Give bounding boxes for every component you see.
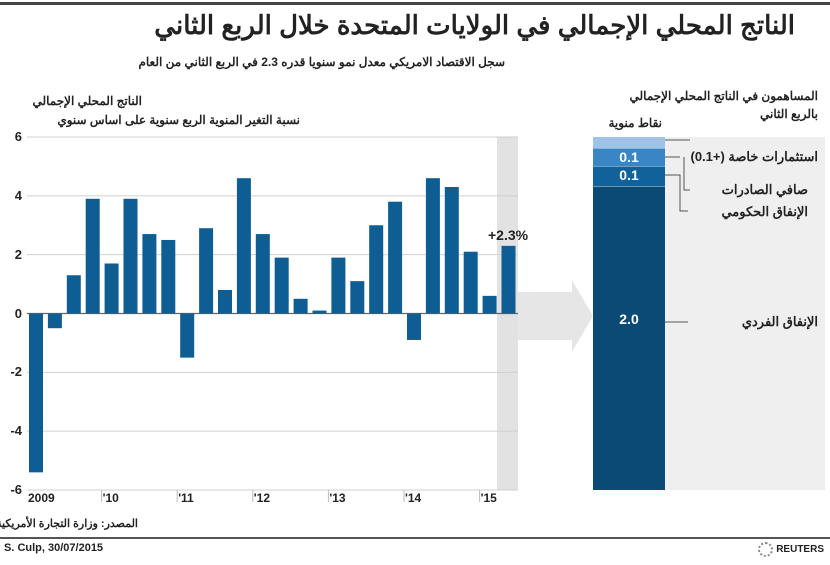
- segment-label: الإنفاق الحكومي: [721, 204, 808, 219]
- x-tick-label: '14: [405, 491, 422, 505]
- stack-segment: [593, 148, 665, 166]
- stack-segment: [593, 186, 665, 490]
- right-chart-unit: نقاط منوية: [608, 116, 662, 130]
- segment-value: 0.1: [619, 167, 639, 183]
- brand-text: REUTERS: [776, 544, 824, 556]
- arrow-icon: [518, 280, 593, 352]
- stack-segment: [593, 137, 665, 148]
- y-tick-label: 2: [14, 246, 22, 262]
- x-tick-label: '10: [102, 491, 119, 505]
- y-tick-label: 4: [14, 187, 22, 203]
- bar-2012Q4: [312, 310, 327, 314]
- bottom-rule: [0, 537, 830, 539]
- bar-2012Q2: [274, 257, 289, 314]
- source-note: المصدر: وزارة التجارة الأمريكية: [0, 518, 138, 530]
- bar-2012Q1: [255, 234, 270, 314]
- bar-2013Q3: [369, 225, 384, 314]
- reuters-logo: REUTERS: [758, 542, 824, 557]
- left-chart-subtitle: نسبة التغير المنوية الربع سنوية على اساس…: [57, 113, 300, 127]
- bar-2010Q4: [161, 239, 176, 314]
- bar-2012Q3: [293, 298, 308, 314]
- bar-2011Q1: [180, 313, 195, 358]
- last-value-annotation: +2.3%: [488, 227, 529, 243]
- y-tick-label: -2: [10, 364, 22, 380]
- left-chart-title: الناتج المحلي الإجمالي: [32, 94, 142, 108]
- y-tick-label: 0: [14, 305, 22, 321]
- bar-2010Q2: [123, 198, 138, 314]
- bar-2010Q1: [104, 263, 119, 314]
- x-tick-label: '12: [253, 491, 270, 505]
- bar-2014Q4: [463, 251, 478, 314]
- bar-2010Q3: [142, 234, 157, 314]
- y-tick-label: 6: [14, 129, 22, 144]
- x-tick-label: 2009: [28, 491, 55, 505]
- bar-2015Q2: [501, 245, 516, 314]
- x-tick-label: '13: [329, 491, 346, 505]
- top-rule: [0, 2, 830, 5]
- credit: S. Culp, 30/07/2015: [4, 542, 104, 554]
- stack-segment: [593, 166, 665, 186]
- bar-2011Q3: [218, 289, 232, 314]
- segment-label: صافي الصادرات: [721, 182, 808, 197]
- bar-2014Q1: [407, 313, 421, 340]
- bar-2014Q3: [444, 187, 459, 314]
- segment-label: الإنفاق الفردي: [741, 314, 818, 329]
- right-chart-title: المساهمون في الناتج المحلي الإجمالي: [629, 89, 819, 103]
- bar-2013Q4: [388, 201, 403, 314]
- segment-value: 0.1: [619, 149, 639, 165]
- bar-2009Q4: [85, 198, 100, 314]
- bar-2009Q3: [66, 275, 81, 314]
- page-subtitle: سجل الاقتصاد الامريكي معدل نمو سنويا قدر…: [138, 55, 505, 69]
- x-tick-label: '11: [178, 491, 194, 505]
- bar-2013Q2: [350, 281, 365, 314]
- reuters-logo-icon: [758, 542, 774, 557]
- bar-2009Q1: [29, 313, 43, 473]
- bar-2011Q4: [236, 178, 251, 314]
- leader-line: [665, 174, 688, 212]
- leader-line: [683, 157, 690, 191]
- bar-2013Q1: [331, 257, 346, 314]
- right-chart-title-line2: بالربع الثاني: [760, 107, 818, 121]
- bar-2011Q2: [199, 228, 214, 314]
- y-tick-label: -6: [10, 482, 22, 497]
- page-title: الناتج المحلي الإجمالي في الولايات المتح…: [154, 10, 795, 40]
- bar-2014Q2: [425, 178, 440, 314]
- segment-value: 2.0: [619, 311, 639, 327]
- y-tick-label: -4: [10, 423, 22, 439]
- bar-2015Q1: [482, 295, 497, 314]
- bar-2009Q2: [47, 313, 62, 329]
- segment-label: استثمارات خاصة (+0.1): [690, 149, 818, 164]
- x-tick-label: '15: [480, 491, 497, 505]
